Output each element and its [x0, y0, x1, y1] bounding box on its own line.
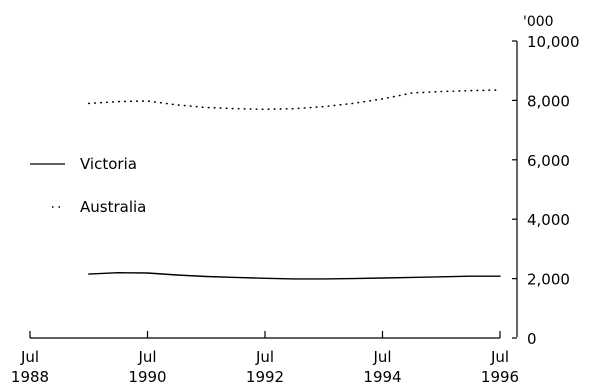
x-tick-label-month: Jul	[255, 348, 274, 366]
y-tick-label: 0	[527, 330, 537, 348]
y-ticks: 0 2,000 4,000 6,000 8,000 10,000	[512, 33, 580, 348]
series-line-victoria	[88, 272, 501, 280]
x-tick-label-month: Jul	[490, 348, 509, 366]
y-axis-unit-label: '000	[523, 14, 554, 30]
series-line-australia	[88, 89, 501, 111]
x-tick-label-year: 1988	[11, 368, 49, 386]
x-tick-label-year: 1990	[128, 368, 166, 386]
legend-label-victoria: Victoria	[80, 155, 137, 173]
y-axis: '000 0 2,000 4,000 6,000 8,000 10,000	[512, 14, 580, 348]
y-tick-label: 10,000	[527, 33, 580, 51]
y-tick-label: 6,000	[527, 152, 570, 170]
x-tick-label-year: 1994	[363, 368, 401, 386]
y-tick-label: 8,000	[527, 92, 570, 110]
y-tick-label: 4,000	[527, 211, 570, 229]
x-tick-label-year: 1996	[481, 368, 519, 386]
legend-label-australia: Australia	[80, 198, 146, 216]
x-axis: Jul 1988 Jul 1990 Jul 1992 Jul 1994 Jul 1996	[11, 331, 519, 386]
x-ticks: Jul 1988 Jul 1990 Jul 1992 Jul 1994 Jul 1996	[11, 331, 519, 386]
x-tick-label-month: Jul	[20, 348, 39, 366]
lines-area	[88, 89, 501, 280]
legend: Victoria Australia	[30, 155, 146, 216]
y-tick-label: 2,000	[527, 271, 570, 289]
x-tick-label-month: Jul	[372, 348, 391, 366]
x-tick-label-year: 1992	[246, 368, 284, 386]
x-tick-label-month: Jul	[137, 348, 156, 366]
